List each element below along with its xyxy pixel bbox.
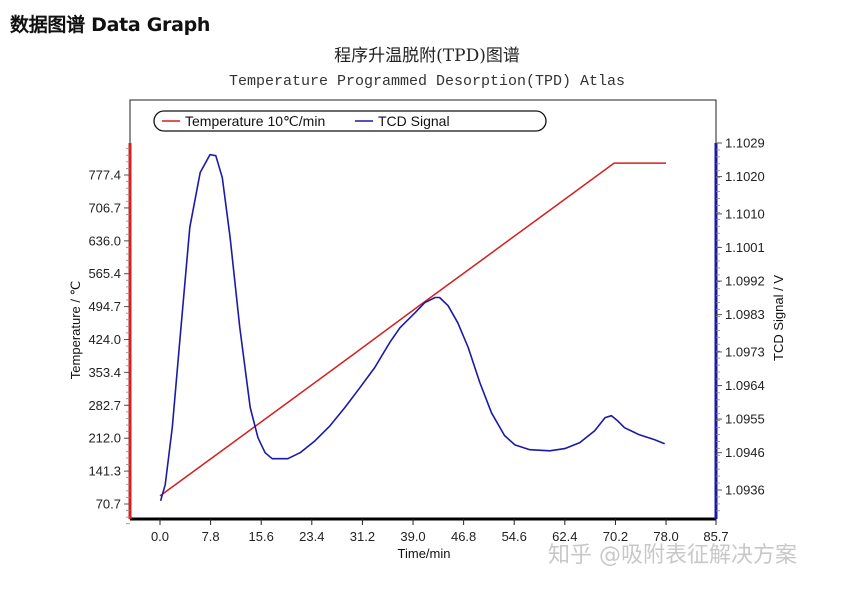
right-tick-label: 1.0955 [725,412,765,427]
left-tick-label: 212.0 [88,431,121,446]
left-tick-label: 565.4 [88,266,121,281]
page-heading: 数据图谱 Data Graph [10,14,211,36]
right-tick-label: 1.1029 [725,136,765,151]
right-tick-label: 1.0973 [725,344,765,359]
left-tick-label: 70.7 [96,497,121,512]
left-tick-label: 424.0 [88,332,121,347]
left-tick-label: 706.7 [88,200,121,215]
x-tick-label: 39.0 [400,529,425,544]
x-tick-label: 54.6 [502,529,527,544]
x-tick-label: 70.2 [603,529,628,544]
x-axis-title: Time/min [398,546,451,561]
legend-box [153,110,547,132]
x-tick-label: 31.2 [350,529,375,544]
x-axis-ticks: 0.0 7.8 15.6 23.4 31.2 39.0 46.8 54.6 62.4 70.2 78… [151,519,729,544]
watermark: 知乎 @吸附表征解决方案 [548,543,797,568]
x-tick-label: 0.0 [151,529,169,544]
left-axis-ticks: 777.4 706.7 636.0 565.4 494.7 424.0 353.4 282.7… [88,168,130,512]
right-axis-ticks: 1.1029 1.1020 1.1010 1.1001 1.0992 1.0983 1.09… [716,136,765,498]
tcd-signal-line [159,153,665,502]
temperature-line [159,162,666,497]
right-tick-label: 1.0964 [725,378,765,393]
left-tick-label: 777.4 [88,168,121,183]
left-tick-label: 353.4 [88,365,121,380]
right-axis-title: TCD Signal / V [771,275,786,361]
right-tick-label: 1.1001 [725,240,765,255]
right-tick-label: 1.0983 [725,307,765,322]
left-tick-label: 141.3 [88,464,121,479]
x-tick-label: 23.4 [299,529,324,544]
x-tick-label: 15.6 [249,529,274,544]
chart-title-en: Temperature Programmed Desorption(TPD) A… [228,73,626,90]
right-tick-label: 1.1020 [725,169,765,184]
legend-temperature-label: Temperature 10℃/min [185,113,325,129]
chart-title-cn: 程序升温脱附(TPD)图谱 [334,46,520,66]
right-tick-label: 1.0936 [725,483,765,498]
x-tick-label: 7.8 [202,529,220,544]
left-tick-label: 282.7 [88,398,121,413]
x-tick-label: 85.7 [703,529,728,544]
legend-tcd-label: TCD Signal [378,113,450,129]
legend: Temperature 10℃/min TCD Signal [153,110,547,132]
right-axis-minor-ticks [716,142,720,512]
x-tick-label: 78.0 [653,529,678,544]
right-tick-label: 1.0946 [725,445,765,460]
left-tick-label: 636.0 [88,233,121,248]
x-tick-label: 62.4 [552,529,577,544]
right-tick-label: 1.0992 [725,274,765,289]
right-tick-label: 1.1010 [725,206,765,221]
x-tick-label: 46.8 [451,529,476,544]
left-tick-label: 494.7 [88,299,121,314]
left-axis-title: Temperature / ℃ [68,281,83,379]
